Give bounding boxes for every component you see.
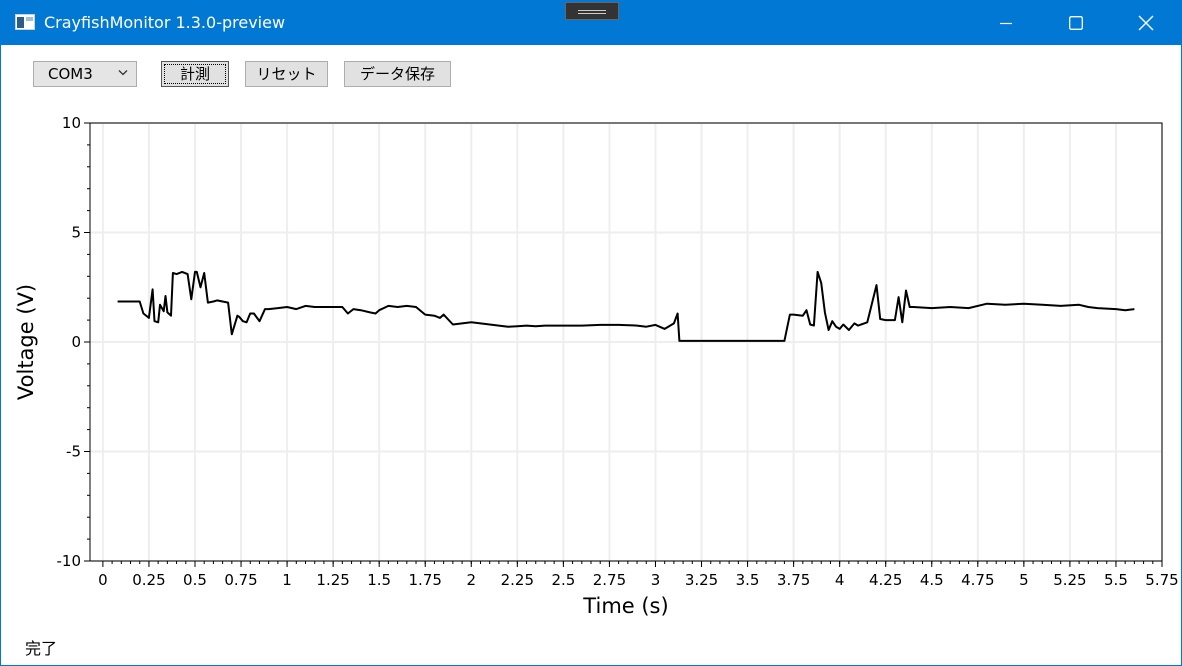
x-tick-label: 3: [651, 571, 661, 589]
x-tick-label: 5.25: [1053, 571, 1086, 589]
maximize-button[interactable]: [1041, 1, 1111, 45]
reset-button[interactable]: リセット: [245, 61, 328, 87]
y-tick-label: 10: [62, 114, 81, 132]
x-tick-label: 0.25: [132, 571, 165, 589]
x-tick-label: 2.25: [501, 571, 534, 589]
x-tick-label: 0: [98, 571, 108, 589]
x-tick-label: 5.5: [1104, 571, 1128, 589]
x-axis-label: Time (s): [582, 594, 668, 618]
title-bar[interactable]: CrayfishMonitor 1.3.0-preview: [1, 1, 1181, 45]
minimize-icon: [1000, 22, 1012, 25]
x-tick-label: 5.75: [1145, 571, 1178, 589]
y-tick-label: 5: [71, 224, 81, 242]
save-data-button[interactable]: データ保存: [344, 61, 451, 87]
x-tick-label: 4.75: [961, 571, 994, 589]
x-tick-label: 2.5: [551, 571, 575, 589]
x-tick-label: 4.25: [869, 571, 902, 589]
x-tick-label: 1.25: [316, 571, 349, 589]
close-icon: [1138, 15, 1154, 31]
port-select-value: COM3: [48, 65, 93, 83]
y-tick-label: -10: [57, 552, 82, 570]
y-tick-label: -5: [66, 443, 81, 461]
chart-grid: [90, 122, 1163, 562]
x-tick-label: 0.75: [224, 571, 257, 589]
x-tick-label: 3.5: [736, 571, 760, 589]
x-tick-label: 5: [1019, 571, 1029, 589]
voltage-chart[interactable]: 0 0.25 0.5 0.75 1 1.25 1.5 1.75 2 2.25 2.5 2.75 3 3.2…: [1, 1, 1182, 631]
window-title: CrayfishMonitor 1.3.0-preview: [44, 13, 286, 32]
x-tick-label: 4: [835, 571, 845, 589]
close-button[interactable]: [1111, 1, 1181, 45]
axis-ticks: 0 0.25 0.5 0.75 1 1.25 1.5 1.75 2 2.25 2.5 2.75 3 3.2…: [57, 114, 1179, 589]
port-select[interactable]: COM3: [33, 61, 137, 87]
maximize-icon: [1069, 16, 1083, 30]
x-tick-label: 3.25: [685, 571, 718, 589]
app-icon: [15, 14, 35, 30]
x-tick-label: 0.5: [183, 571, 207, 589]
y-axis-label: Voltage (V): [14, 284, 38, 400]
x-tick-label: 4.5: [920, 571, 944, 589]
drag-handle[interactable]: [565, 2, 619, 20]
status-text: 完了: [25, 639, 58, 658]
x-tick-label: 1: [282, 571, 292, 589]
x-tick-label: 2.75: [593, 571, 626, 589]
x-tick-label: 2: [467, 571, 477, 589]
voltage-series-line: [117, 270, 1135, 342]
minimize-button[interactable]: [971, 1, 1041, 45]
chevron-down-icon: [118, 70, 128, 76]
x-tick-label: 3.75: [777, 571, 810, 589]
x-tick-label: 1.75: [409, 571, 442, 589]
measure-button[interactable]: 計測: [161, 61, 229, 87]
x-tick-label: 1.5: [367, 571, 391, 589]
y-tick-label: 0: [71, 333, 81, 351]
